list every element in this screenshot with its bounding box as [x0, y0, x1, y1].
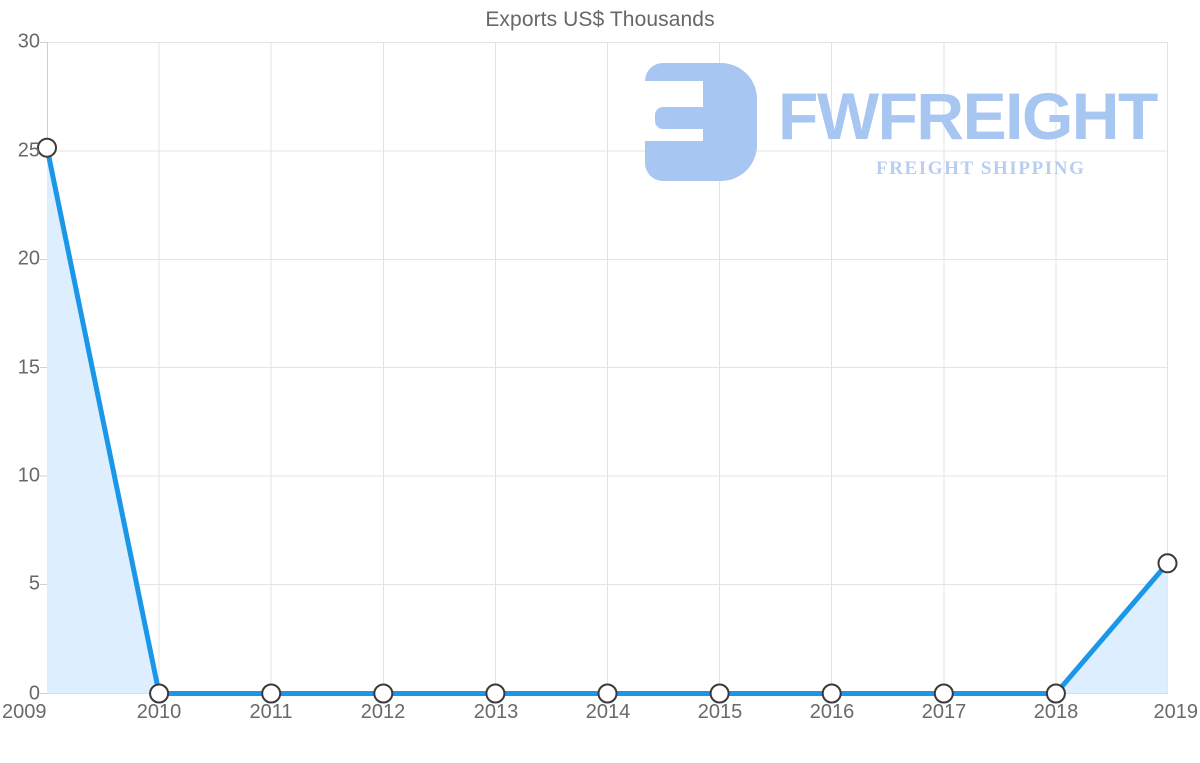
data-point-marker	[597, 683, 618, 704]
exports-series	[37, 137, 1178, 704]
y-tick-label: 30	[17, 30, 40, 53]
y-tick-label: 10	[17, 464, 40, 487]
y-tick-label: 20	[17, 247, 40, 270]
chart-title: Exports US$ Thousands	[485, 8, 715, 31]
data-point-marker	[261, 683, 282, 704]
data-point-marker	[149, 683, 170, 704]
data-point-marker	[709, 683, 730, 704]
y-tick-label: 0	[28, 682, 40, 705]
series-markers	[37, 137, 1178, 704]
data-point-marker	[821, 683, 842, 704]
data-point-marker	[1045, 683, 1066, 704]
data-point-marker	[933, 683, 954, 704]
x-axis-labels: 2009 2010 2011 2012 2013 2014 2015 2016 …	[0, 701, 1200, 741]
y-tick-label: 5	[28, 572, 40, 595]
x-tick-label: 2011	[249, 701, 293, 723]
x-tick-label: 2014	[585, 701, 631, 723]
x-tick-label: 2012	[360, 701, 406, 723]
y-tick-label: 15	[17, 356, 40, 379]
data-point-marker	[1157, 553, 1178, 574]
y-axis-labels: 30 25 20 15 10 5 0	[0, 0, 40, 763]
series-line	[44, 145, 1170, 696]
y-tick-label: 25	[17, 139, 40, 162]
x-tick-label: 2010	[136, 701, 182, 723]
x-tick-label: 2009	[2, 701, 47, 723]
x-tick-label: 2015	[697, 701, 743, 723]
x-tick-label: 2017	[921, 701, 967, 723]
x-tick-label: 2019	[1153, 701, 1199, 723]
x-tick-label: 2018	[1033, 701, 1079, 723]
area-fill	[47, 147, 1168, 694]
x-tick-label: 2013	[473, 701, 519, 723]
data-point-marker	[37, 137, 57, 158]
series-layer	[37, 42, 1178, 704]
x-tick-label: 2016	[809, 701, 855, 723]
data-point-marker	[373, 683, 394, 704]
data-point-marker	[485, 683, 506, 704]
